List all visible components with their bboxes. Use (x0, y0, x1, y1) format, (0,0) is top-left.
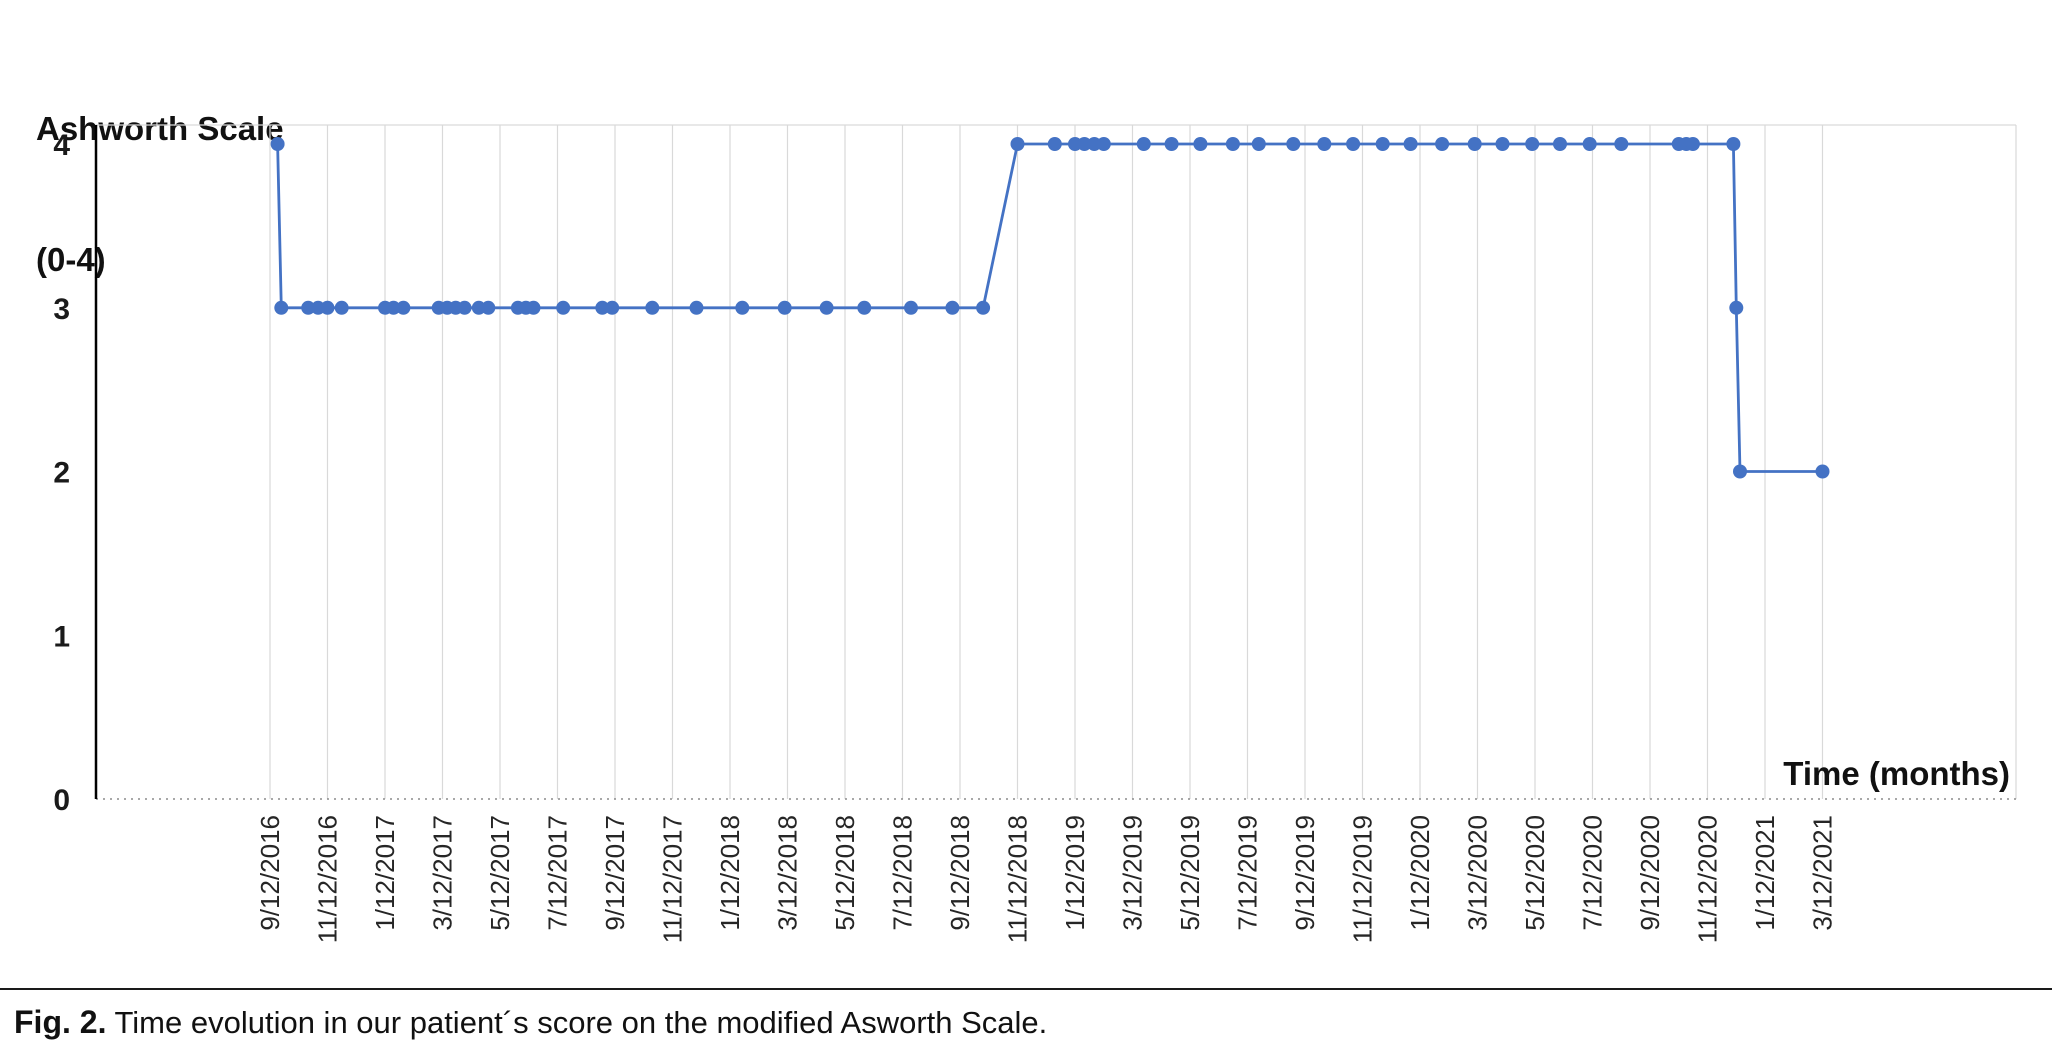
x-axis-title: Time (months) (1783, 755, 2010, 792)
caption-divider (0, 988, 2052, 990)
data-point (857, 300, 872, 315)
data-point (1225, 137, 1240, 151)
data-point (819, 300, 834, 315)
x-tick-label: 7/12/2018 (888, 815, 918, 931)
y-tick-label: 3 (53, 293, 70, 326)
data-point (1553, 137, 1567, 151)
data-point (1164, 137, 1179, 151)
y-tick-label: 4 (53, 129, 70, 162)
data-point (605, 300, 620, 315)
figure-caption-text: Time evolution in our patient´s score on… (106, 1005, 1048, 1040)
data-point (1193, 137, 1208, 151)
data-point (1047, 137, 1062, 151)
data-point (481, 300, 496, 315)
data-point (689, 300, 704, 315)
x-tick-label: 5/12/2020 (1520, 815, 1550, 931)
data-point (320, 300, 335, 315)
data-point (1251, 137, 1266, 151)
data-point (1726, 137, 1741, 151)
x-tick-label: 3/12/2021 (1808, 815, 1838, 931)
data-point (904, 300, 918, 315)
y-tick-label: 1 (53, 620, 70, 653)
data-point (1435, 137, 1450, 151)
x-tick-label: 5/12/2019 (1175, 815, 1205, 931)
data-point (274, 300, 289, 315)
y-axis-title: Ashworth Scale (0-4) (36, 20, 284, 368)
data-point (1582, 137, 1597, 151)
x-tick-label: 3/12/2017 (428, 815, 458, 931)
data-point (556, 300, 571, 315)
x-tick-label: 7/12/2019 (1233, 815, 1263, 931)
data-point (1010, 137, 1025, 151)
x-tick-label: 11/12/2016 (313, 815, 343, 943)
x-tick-label: 1/12/2021 (1750, 815, 1780, 931)
y-axis-title-line1: Ashworth Scale (36, 110, 284, 148)
x-tick-label: 1/12/2018 (715, 815, 745, 931)
data-point (1077, 137, 1092, 151)
data-point (526, 300, 541, 315)
x-tick-label: 7/12/2020 (1578, 815, 1608, 931)
x-tick-label: 3/12/2020 (1463, 815, 1493, 931)
data-point (1375, 137, 1390, 151)
x-tick-label: 1/12/2019 (1060, 815, 1090, 931)
data-point (1346, 137, 1361, 151)
data-point (777, 300, 792, 315)
data-point (1317, 137, 1332, 151)
data-point (1815, 464, 1830, 479)
x-tick-label: 9/12/2016 (255, 815, 285, 931)
series-line (276, 142, 1823, 473)
data-point (1685, 137, 1700, 151)
x-tick-label: 11/12/2018 (1003, 815, 1033, 943)
data-point (1403, 137, 1418, 151)
x-tick-label: 1/12/2020 (1405, 815, 1435, 931)
figure-caption: Fig. 2. Time evolution in our patient´s … (14, 1004, 1047, 1041)
data-point (301, 300, 316, 315)
x-tick-label: 9/12/2020 (1635, 815, 1665, 931)
x-tick-label: 9/12/2017 (600, 815, 630, 931)
x-tick-label: 3/12/2019 (1118, 815, 1148, 931)
data-point (1136, 137, 1151, 151)
x-tick-label: 11/12/2019 (1348, 815, 1378, 943)
data-point (1467, 137, 1482, 151)
data-point (457, 300, 472, 315)
data-point (1614, 137, 1629, 151)
data-point (396, 300, 411, 315)
x-tick-label: 7/12/2017 (543, 815, 573, 931)
data-point (1286, 137, 1301, 151)
x-tick-label: 1/12/2017 (370, 815, 400, 931)
data-point (1729, 300, 1744, 315)
y-axis-title-line2: (0-4) (36, 240, 106, 278)
data-point (735, 300, 750, 315)
data-point (945, 300, 960, 315)
x-tick-label: 9/12/2019 (1290, 815, 1320, 931)
data-point (976, 300, 991, 315)
x-tick-label: 5/12/2018 (830, 815, 860, 931)
data-point (1495, 137, 1510, 151)
data-point (334, 300, 349, 315)
x-tick-label: 11/12/2020 (1693, 815, 1723, 943)
data-point (1733, 464, 1747, 479)
ashworth-scale-line-chart: 0 1 2 3 4 9/12/2016 11/12/2016 1/12/2017 3/12/20… (53, 124, 2017, 943)
x-tick-label: 11/12/2017 (658, 815, 688, 943)
data-point (645, 300, 660, 315)
data-point (1096, 137, 1111, 151)
data-point (595, 300, 610, 315)
data-point (386, 300, 401, 315)
figure-caption-label: Fig. 2. (14, 1004, 107, 1040)
y-tick-label: 0 (53, 784, 70, 817)
y-tick-label: 2 (53, 457, 70, 490)
x-tick-label: 9/12/2018 (945, 815, 975, 931)
x-tick-label: 3/12/2018 (773, 815, 803, 931)
data-point (270, 137, 285, 151)
x-tick-label: 5/12/2017 (485, 815, 515, 931)
data-point (1525, 137, 1540, 151)
